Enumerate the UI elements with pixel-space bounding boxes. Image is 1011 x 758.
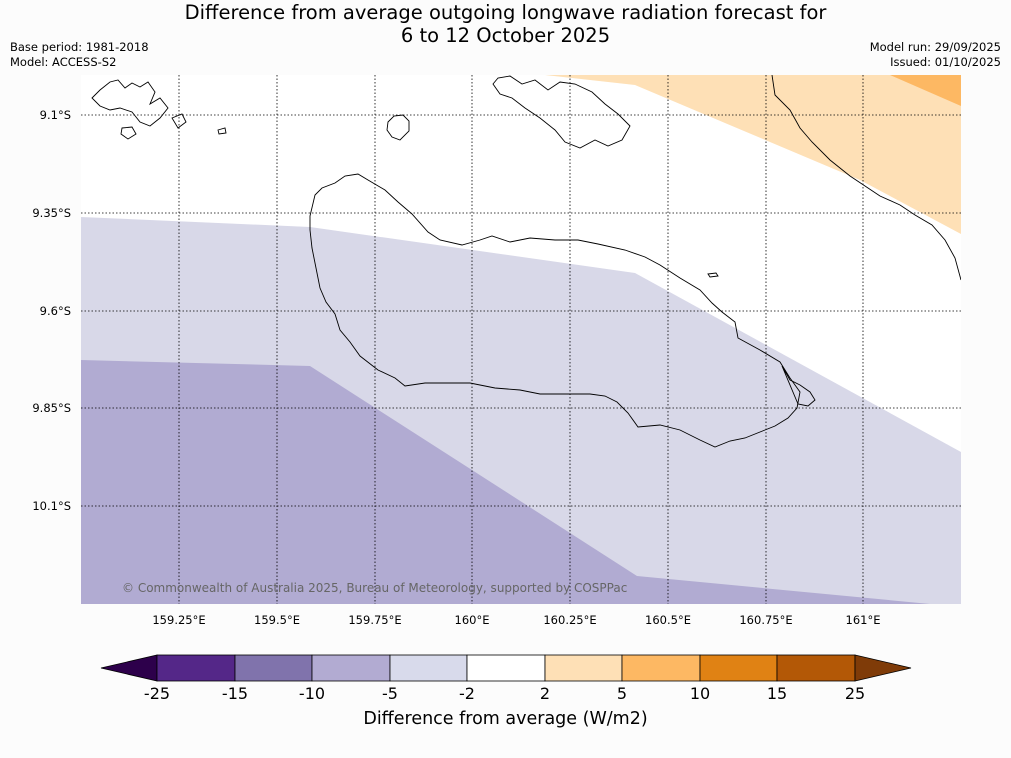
colorbar xyxy=(100,654,912,682)
lon-label: 160.25°E xyxy=(543,613,597,627)
colorbar-extend-low xyxy=(100,654,158,682)
issued-date: Issued: 01/10/2025 xyxy=(890,55,1001,69)
coastline-russell-islands xyxy=(91,79,227,140)
colorbar-tick: 15 xyxy=(766,684,788,703)
colorbar-bin-4 xyxy=(389,654,468,682)
lon-label: 159.5°E xyxy=(254,613,300,627)
colorbar-bin-5 xyxy=(466,654,546,682)
lon-label: 160.5°E xyxy=(645,613,691,627)
coastlines xyxy=(91,75,961,448)
lat-label: 9.35°S xyxy=(32,206,71,220)
colorbar-bin-3 xyxy=(311,654,391,682)
anomaly-region-mid-purple xyxy=(81,360,930,604)
lon-label: 160.75°E xyxy=(739,613,793,627)
colorbar-bin-1 xyxy=(156,654,236,682)
colorbar-tick: -25 xyxy=(143,684,171,703)
coastline-malaita xyxy=(771,75,961,281)
chart-title-line2: 6 to 12 October 2025 xyxy=(400,24,611,47)
model-run: Model run: 29/09/2025 xyxy=(869,40,1001,54)
colorbar-bin-6 xyxy=(544,654,623,682)
coastline-florida-islands xyxy=(492,75,631,149)
colorbar-bin-7 xyxy=(621,654,701,682)
lat-label: 9.1°S xyxy=(39,108,71,122)
coastline-marau xyxy=(781,365,816,407)
coastline-small-islet xyxy=(707,272,719,278)
lat-label: 9.6°S xyxy=(39,304,71,318)
lat-label: 9.85°S xyxy=(32,401,71,415)
colorbar-tick: -10 xyxy=(298,684,326,703)
lon-label: 159.75°E xyxy=(348,613,402,627)
colorbar-tick: 2 xyxy=(539,684,551,703)
colorbar-tick: 10 xyxy=(689,684,711,703)
chart-title-line1: Difference from average outgoing longwav… xyxy=(184,1,827,24)
colorbar-extend-high xyxy=(854,654,912,682)
copyright-text: © Commonwealth of Australia 2025, Bureau… xyxy=(122,581,627,595)
lon-label: 161°E xyxy=(845,613,881,627)
colorbar-tick: -15 xyxy=(221,684,249,703)
colorbar-bin-2 xyxy=(234,654,313,682)
colorbar-tick: 5 xyxy=(616,684,628,703)
anomaly-region-mid-orange xyxy=(890,75,961,106)
colorbar-label: Difference from average (W/m2) xyxy=(363,709,648,729)
colorbar-tick: -2 xyxy=(459,684,475,703)
coastline-savo-island xyxy=(386,114,410,141)
colorbar-bin-9 xyxy=(776,654,856,682)
model-name: Model: ACCESS-S2 xyxy=(10,55,117,69)
gridlines xyxy=(81,75,961,604)
map-area xyxy=(81,75,961,604)
lon-label: 159.25°E xyxy=(152,613,206,627)
coastline-guadalcanal xyxy=(309,173,801,448)
base-period: Base period: 1981-2018 xyxy=(10,40,149,54)
colorbar-bin-8 xyxy=(699,654,778,682)
colorbar-tick: -5 xyxy=(382,684,398,703)
lat-label: 10.1°S xyxy=(32,499,71,513)
colorbar-tick: 25 xyxy=(844,684,866,703)
anomaly-region-light-orange xyxy=(545,75,961,234)
lon-label: 160°E xyxy=(454,613,490,627)
